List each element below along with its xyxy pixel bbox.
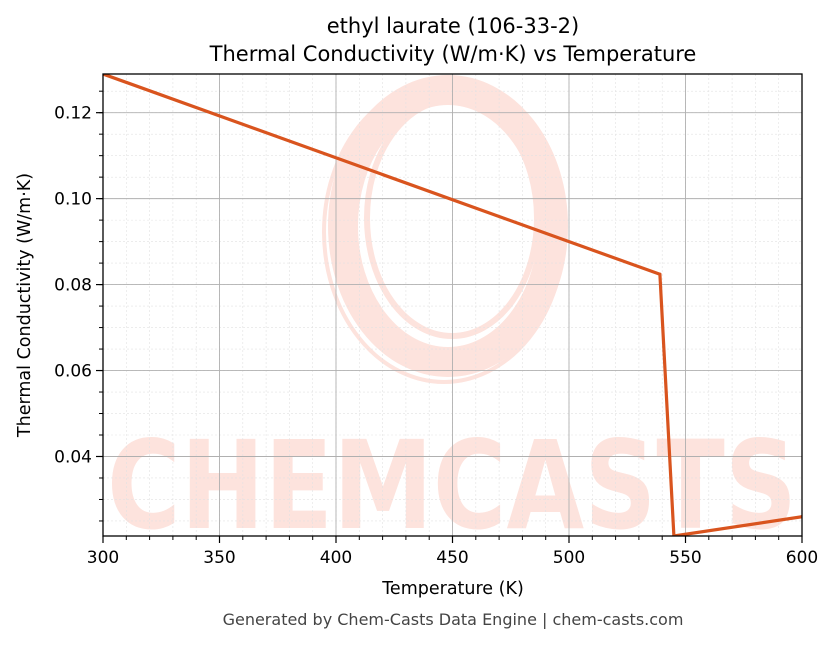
y-tick-label: 0.04	[54, 447, 92, 467]
x-tick-label: 300	[87, 548, 119, 568]
x-axis-label: Temperature (K)	[381, 579, 524, 599]
footer-credit: Generated by Chem-Casts Data Engine | ch…	[223, 610, 684, 629]
x-tick-label: 450	[436, 548, 468, 568]
y-axis-label: Thermal Conductivity (W/m·K)	[15, 173, 35, 438]
series-line	[103, 74, 802, 536]
x-tick-label: 550	[669, 548, 701, 568]
axes: 300 350 400 450 500 550 600 0.04 0.06 0.08 0.10 0.1…	[54, 90, 818, 568]
chart-title: ethyl laurate (106-33-2)	[327, 14, 579, 38]
y-tick-label: 0.12	[54, 104, 92, 124]
x-tick-label: 350	[203, 548, 235, 568]
ring-logo-icon	[322, 75, 568, 384]
x-tick-label: 400	[320, 548, 352, 568]
y-tick-label: 0.10	[54, 190, 92, 210]
data-point	[658, 272, 662, 276]
x-tick-label: 600	[786, 548, 818, 568]
chart-subtitle: Thermal Conductivity (W/m·K) vs Temperat…	[209, 42, 697, 66]
watermark: CHEMCASTS	[107, 75, 797, 536]
y-tick-label: 0.06	[54, 362, 92, 382]
x-tick-label: 500	[553, 548, 585, 568]
y-tick-label: 0.08	[54, 276, 92, 296]
